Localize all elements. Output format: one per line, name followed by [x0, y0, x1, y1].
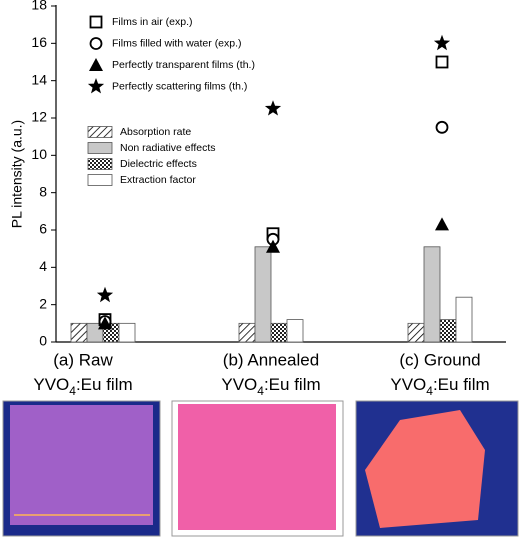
marker — [264, 100, 282, 116]
bar — [238, 322, 256, 343]
bar — [407, 322, 425, 343]
x-tick-sublabel: YVO4:Eu film — [390, 375, 489, 398]
legend-label: Absorption rate — [120, 126, 191, 138]
x-tick-sublabel: YVO4:Eu film — [33, 375, 132, 398]
bar — [270, 322, 288, 343]
marker — [98, 316, 112, 330]
bar — [254, 246, 272, 343]
label-part: 4 — [257, 384, 264, 398]
y-axis-label: PL intensity (a.u.) — [9, 120, 25, 228]
film-annealed — [178, 404, 336, 530]
legend-label: Dielectric effects — [120, 158, 197, 170]
legend-marker — [87, 78, 105, 94]
y-tick-label: 2 — [39, 295, 47, 311]
bar — [439, 319, 457, 343]
label-part: YVO — [221, 375, 257, 394]
marker — [96, 286, 114, 303]
label-part: :Eu film — [433, 375, 490, 394]
legend-label: Non radiative effects — [120, 142, 216, 154]
label-part: :Eu film — [264, 375, 321, 394]
x-tick-label: (a) Raw — [53, 350, 113, 369]
bar — [423, 246, 441, 343]
legend-label: Extraction factor — [120, 174, 196, 186]
film-raw — [10, 405, 153, 525]
y-tick-label: 6 — [39, 221, 47, 237]
label-part: YVO — [33, 375, 69, 394]
legend-swatch — [87, 174, 113, 186]
marker — [433, 34, 451, 51]
y-tick-label: 18 — [31, 0, 47, 13]
marker — [435, 120, 449, 134]
label-part: 4 — [69, 384, 76, 398]
y-tick-label: 10 — [31, 146, 47, 162]
legend-marker — [89, 37, 103, 50]
legend-label: Films filled with water (exp.) — [112, 37, 242, 49]
legend-marker — [89, 58, 103, 71]
legend-marker — [89, 15, 103, 29]
bar — [286, 319, 304, 343]
label-part: 4 — [426, 384, 433, 398]
legend-label: Films in air (exp.) — [112, 16, 193, 28]
bar — [455, 296, 473, 343]
legend-swatch — [87, 158, 113, 170]
marker — [435, 217, 449, 231]
marker — [266, 239, 280, 253]
y-tick-label: 14 — [31, 71, 47, 87]
x-tick-label: (c) Ground — [399, 350, 480, 369]
y-tick-label: 0 — [39, 333, 47, 349]
x-tick-label: (b) Annealed — [223, 350, 319, 369]
photos — [2, 400, 519, 537]
legend-swatch — [87, 142, 113, 154]
bar — [118, 322, 136, 343]
legend-swatch — [87, 126, 113, 138]
x-tick-sublabel: YVO4:Eu film — [221, 375, 320, 398]
marker — [435, 55, 449, 69]
label-part: :Eu film — [76, 375, 133, 394]
film-ground — [365, 410, 485, 528]
legend-label: Perfectly scattering films (th.) — [112, 80, 247, 92]
y-tick-label: 8 — [39, 183, 47, 199]
y-tick-label: 12 — [31, 109, 47, 125]
legend-label: Perfectly transparent films (th.) — [112, 59, 255, 71]
y-tick-label: 4 — [39, 258, 47, 274]
bar — [70, 322, 88, 343]
label-part: YVO — [390, 375, 426, 394]
y-tick-label: 16 — [31, 34, 47, 50]
